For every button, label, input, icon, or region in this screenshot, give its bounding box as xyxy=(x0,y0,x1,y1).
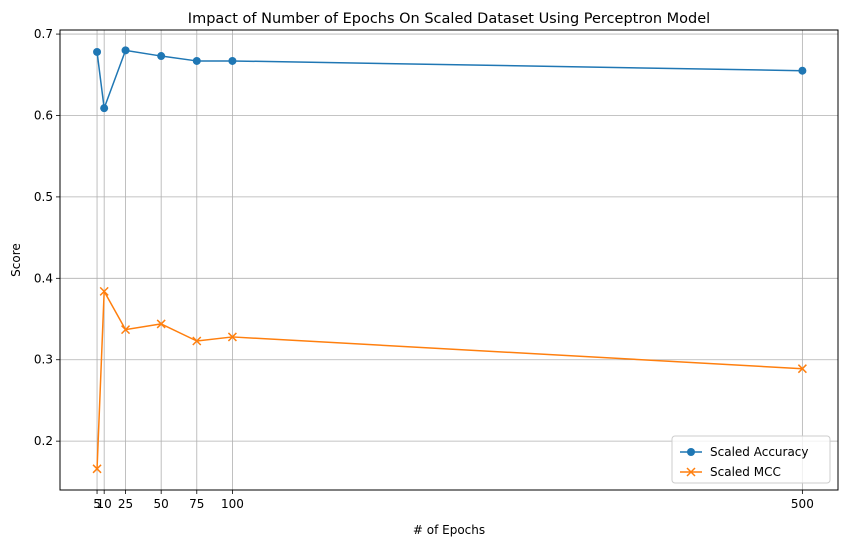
x-tick-label: 10 xyxy=(97,497,112,511)
legend: Scaled Accuracy Scaled MCC xyxy=(671,435,831,484)
x-tick-label: 500 xyxy=(791,497,814,511)
legend-marker-mcc xyxy=(686,467,696,477)
y-tick-label: 0.7 xyxy=(34,27,53,41)
data-point-scaled-accuracy xyxy=(798,66,807,75)
data-point-scaled-accuracy xyxy=(228,56,237,65)
y-axis-title: Score xyxy=(9,243,23,277)
series-layer xyxy=(92,46,807,474)
grid-layer xyxy=(60,30,838,490)
y-tick-label: 0.4 xyxy=(34,271,53,285)
data-point-scaled-mcc xyxy=(797,364,807,374)
data-point-scaled-mcc xyxy=(99,286,109,296)
data-point-scaled-mcc xyxy=(92,464,102,474)
x-tick-label: 75 xyxy=(189,497,204,511)
plot-frame xyxy=(59,29,839,491)
legend-label-mcc: Scaled MCC xyxy=(710,465,781,479)
series-line-scaled-accuracy xyxy=(96,49,803,109)
data-point-scaled-mcc xyxy=(227,332,237,342)
y-tick-label: 0.5 xyxy=(34,190,53,204)
legend-label-accuracy: Scaled Accuracy xyxy=(710,445,809,459)
data-point-scaled-mcc xyxy=(192,336,202,346)
ticks-layer: 510 25 50 75 100 500 0.2 0.3 0.4 0.5 0.6 0.7 xyxy=(34,27,814,511)
x-tick-label: 100 xyxy=(221,497,244,511)
x-axis-title: # of Epochs xyxy=(413,523,485,537)
legend-box xyxy=(671,435,831,484)
x-tick-label: 25 xyxy=(118,497,133,511)
data-point-scaled-accuracy xyxy=(192,56,201,65)
y-tick-label: 0.6 xyxy=(34,108,53,122)
data-point-scaled-accuracy xyxy=(157,52,166,61)
x-tick-label: 50 xyxy=(154,497,169,511)
data-point-scaled-accuracy xyxy=(121,46,130,55)
chart-title: Impact of Number of Epochs On Scaled Dat… xyxy=(188,11,710,27)
data-point-scaled-accuracy xyxy=(93,47,102,56)
data-point-scaled-mcc xyxy=(156,319,166,329)
data-point-scaled-mcc xyxy=(121,325,131,335)
y-tick-label: 0.2 xyxy=(34,434,53,448)
data-point-scaled-accuracy xyxy=(100,104,109,113)
legend-marker-accuracy xyxy=(687,448,695,456)
x-tick-label: 5 xyxy=(93,497,101,511)
y-tick-label: 0.3 xyxy=(34,353,53,367)
